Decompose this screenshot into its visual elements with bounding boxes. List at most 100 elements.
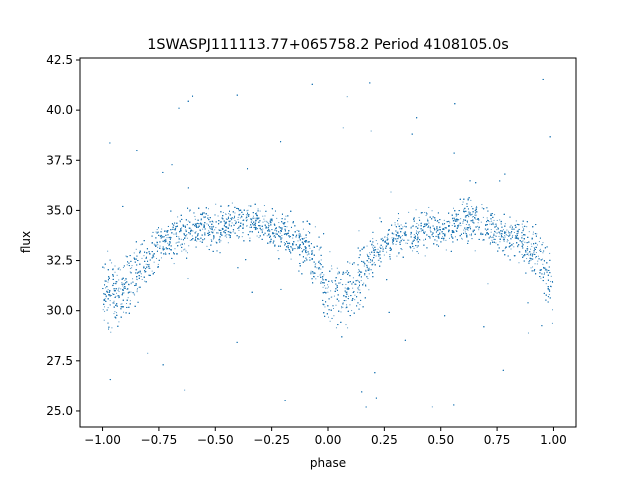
data-point bbox=[200, 219, 202, 221]
data-point bbox=[510, 224, 512, 226]
data-point bbox=[199, 240, 201, 242]
data-point bbox=[160, 257, 162, 259]
data-point bbox=[368, 261, 370, 263]
data-point bbox=[401, 238, 403, 240]
data-point bbox=[476, 225, 478, 227]
data-point bbox=[113, 302, 115, 304]
data-point bbox=[386, 251, 388, 253]
data-point bbox=[228, 223, 230, 225]
data-point bbox=[438, 228, 440, 230]
data-point bbox=[397, 223, 399, 225]
data-point bbox=[271, 220, 273, 222]
data-point bbox=[238, 210, 240, 212]
data-point bbox=[249, 226, 251, 228]
data-point bbox=[366, 253, 368, 255]
data-point bbox=[464, 229, 466, 231]
data-point bbox=[397, 231, 399, 233]
data-point bbox=[234, 219, 236, 221]
data-point bbox=[536, 233, 538, 235]
data-point bbox=[471, 206, 473, 208]
data-point bbox=[493, 224, 495, 226]
data-point bbox=[208, 230, 210, 232]
data-point bbox=[173, 233, 175, 235]
data-point bbox=[527, 332, 529, 334]
data-point bbox=[249, 231, 251, 233]
data-point bbox=[530, 253, 532, 255]
data-point bbox=[345, 296, 347, 298]
data-point bbox=[263, 218, 265, 220]
data-point bbox=[270, 240, 272, 242]
data-point bbox=[522, 240, 524, 242]
data-point bbox=[281, 229, 283, 231]
data-point bbox=[232, 231, 234, 233]
data-point bbox=[461, 238, 463, 240]
data-point bbox=[124, 279, 126, 281]
data-point bbox=[436, 229, 438, 231]
data-point bbox=[132, 278, 134, 280]
data-point bbox=[499, 233, 501, 235]
data-point bbox=[269, 218, 271, 220]
data-point bbox=[383, 254, 385, 256]
data-point bbox=[445, 249, 447, 251]
data-point bbox=[392, 239, 394, 241]
data-point bbox=[335, 327, 337, 329]
data-point bbox=[303, 249, 305, 251]
data-point bbox=[166, 237, 168, 239]
data-point bbox=[470, 235, 472, 237]
data-point bbox=[264, 215, 266, 217]
data-point bbox=[523, 255, 525, 256]
data-point bbox=[326, 287, 328, 289]
data-point bbox=[371, 259, 373, 261]
data-point bbox=[363, 260, 365, 262]
data-point bbox=[123, 311, 125, 313]
data-point bbox=[485, 207, 487, 209]
data-point bbox=[393, 233, 395, 235]
data-point bbox=[315, 263, 317, 265]
data-point bbox=[357, 280, 359, 282]
data-point bbox=[155, 231, 157, 233]
data-point bbox=[532, 233, 534, 235]
data-point bbox=[213, 225, 215, 227]
data-point bbox=[336, 267, 338, 269]
data-point bbox=[145, 263, 147, 265]
data-point bbox=[141, 257, 143, 259]
data-point bbox=[257, 208, 259, 210]
data-point bbox=[123, 283, 125, 285]
data-point bbox=[234, 215, 236, 217]
data-point bbox=[290, 258, 292, 260]
data-point bbox=[122, 285, 124, 287]
data-point bbox=[157, 263, 159, 265]
data-point bbox=[195, 231, 197, 233]
data-point bbox=[358, 286, 360, 288]
data-point bbox=[191, 235, 193, 237]
data-point bbox=[298, 232, 300, 234]
data-point bbox=[148, 263, 150, 265]
data-point bbox=[462, 222, 464, 224]
data-point bbox=[117, 289, 119, 291]
data-point bbox=[296, 229, 298, 231]
data-point bbox=[377, 259, 379, 261]
data-point bbox=[351, 283, 353, 285]
data-point bbox=[352, 287, 354, 289]
data-point bbox=[358, 269, 360, 271]
data-point bbox=[109, 304, 111, 306]
data-point bbox=[317, 276, 319, 278]
data-point bbox=[177, 216, 179, 218]
data-point bbox=[499, 219, 501, 221]
data-point bbox=[537, 260, 539, 262]
data-point bbox=[266, 220, 268, 222]
data-point bbox=[180, 244, 182, 246]
data-point bbox=[413, 234, 415, 236]
data-point bbox=[299, 234, 301, 236]
data-point bbox=[528, 261, 530, 263]
data-point bbox=[496, 219, 498, 221]
data-point bbox=[521, 235, 523, 237]
data-point bbox=[347, 327, 349, 329]
data-point bbox=[474, 250, 476, 252]
data-point bbox=[418, 224, 420, 226]
data-point bbox=[342, 306, 344, 308]
data-point bbox=[224, 223, 226, 225]
data-point bbox=[481, 204, 483, 206]
data-point bbox=[404, 225, 406, 227]
